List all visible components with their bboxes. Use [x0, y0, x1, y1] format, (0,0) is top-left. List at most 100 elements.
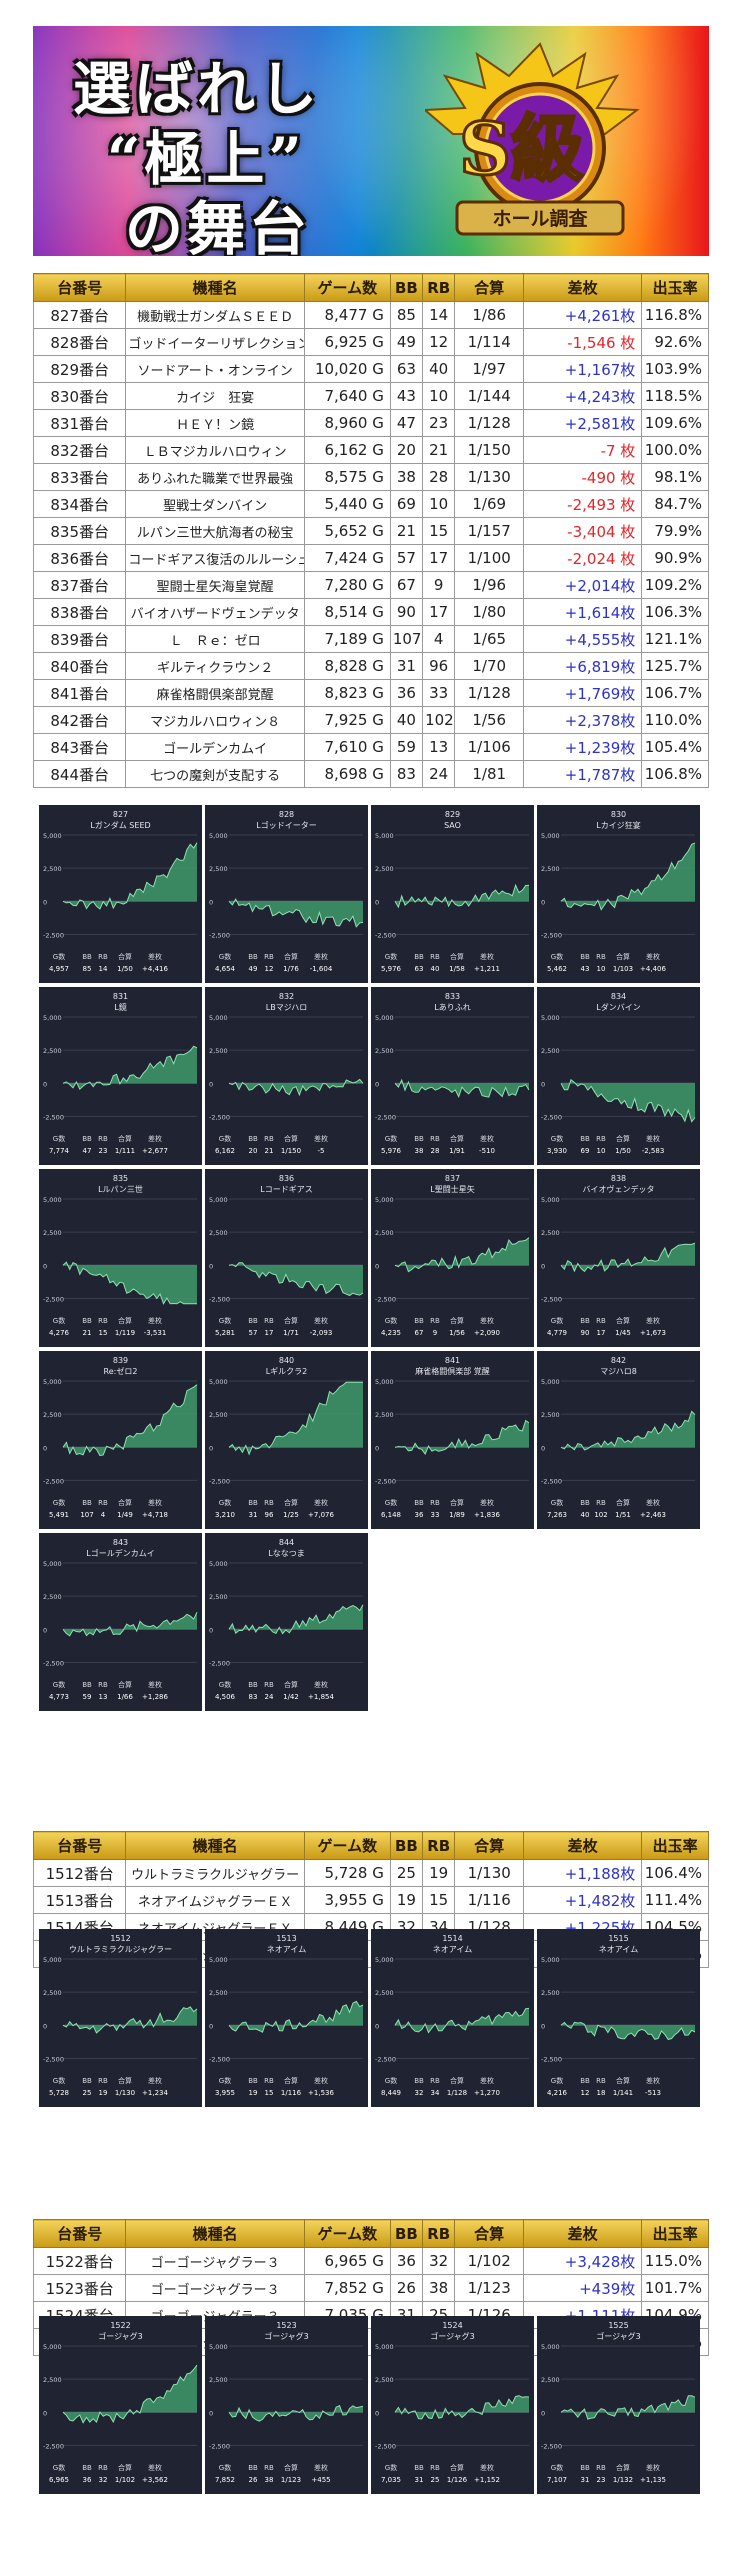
graph-machine-number: 835 [113, 1174, 128, 1183]
stat-value-rb: 17 [265, 1329, 274, 1337]
stat-value-bb: 69 [581, 1147, 590, 1155]
stat-value-g: 4,957 [49, 965, 69, 973]
stat-value-rb: 18 [597, 2089, 606, 2097]
column-header: BB [389, 273, 424, 302]
stat-header: RB [596, 2077, 606, 2085]
table-row: 844番台 七つの魔剣が支配する 8,698 G 83 24 1/81 +1,787枚 106… [32, 760, 709, 788]
stat-header: G数 [53, 952, 65, 961]
combined-odds: 1/116 [454, 1886, 525, 1914]
stat-value-bb: 38 [415, 1147, 424, 1155]
stat-header: 合算 [284, 952, 298, 961]
stat-header: G数 [551, 1134, 563, 1143]
payout-rate: 84.7% [641, 490, 709, 518]
slump-area [63, 842, 197, 909]
stat-value-bb: 63 [415, 965, 424, 973]
stat-value-g: 5,976 [381, 1147, 402, 1155]
slump-graph-card: 1514 ネオアイム 5,000 2,500 0 -2,500 G数 BB RB 合算 差枚 8,44… [371, 1929, 534, 2107]
stat-header: BB [82, 1681, 92, 1689]
slump-line [228, 1604, 364, 1635]
stat-value-diff: +1,836 [474, 1511, 500, 1519]
machine-name: 機動戦士ガンダムＳＥＥＤ [125, 301, 305, 329]
banner-title-line2: “極上” [107, 125, 306, 193]
table-row: 835番台 ルパン三世大航海者の秘宝 5,652 G 21 15 1/157 -3,404 … [32, 517, 709, 545]
stat-header: 合算 [616, 952, 630, 961]
bb-count: 25 [389, 1859, 424, 1887]
payout-rate: 105.4% [641, 733, 709, 761]
y-tick-label: 0 [209, 1626, 213, 1634]
stat-value-bb: 36 [415, 1511, 424, 1519]
column-header: RB [422, 1831, 456, 1860]
stat-header: 合算 [118, 1498, 132, 1507]
game-count: 7,925 G [303, 706, 391, 734]
stat-header: G数 [385, 952, 397, 961]
stat-header: 差枚 [480, 1316, 494, 1325]
stat-header: 合算 [616, 1134, 630, 1143]
stat-header: BB [580, 1499, 590, 1507]
stat-header: 差枚 [480, 2076, 494, 2085]
machine-name: 聖戦士ダンバイン [125, 490, 305, 518]
machine-number: 1522番台 [32, 2247, 127, 2275]
y-tick-label: 5,000 [541, 1956, 560, 1964]
machine-number: 1513番台 [32, 1886, 127, 1914]
graph-machine-name: SAO [444, 821, 461, 830]
game-count: 8,575 G [303, 463, 391, 491]
y-tick-label: 2,500 [209, 1989, 228, 1997]
stat-header: 合算 [118, 2076, 132, 2085]
y-tick-label: -2,500 [209, 1113, 230, 1121]
stat-value-rb: 17 [597, 1329, 606, 1337]
slump-area [63, 1262, 197, 1304]
stat-header: 差枚 [480, 952, 494, 961]
coin-diff: +1,239枚 [523, 733, 643, 761]
rb-count: 28 [422, 463, 456, 491]
game-count: 8,823 G [303, 679, 391, 707]
y-tick-label: 5,000 [43, 1560, 62, 1568]
table-row: 827番台 機動戦士ガンダムＳＥＥＤ 8,477 G 85 14 1/86 +4,261枚 1… [32, 301, 709, 329]
y-tick-label: 2,500 [43, 865, 62, 873]
stat-header: BB [82, 1135, 92, 1143]
y-tick-label: -2,500 [375, 931, 396, 939]
machine-name: Ｌ Ｒｅ：ゼロ [125, 625, 305, 653]
stat-value-g: 7,852 [215, 2476, 235, 2484]
stat-header: RB [98, 1681, 108, 1689]
stat-value-rb: 14 [99, 965, 108, 973]
slump-graph-card: 834 Lダンバイン 5,000 2,500 0 -2,500 G数 BB RB 合算 差枚 3,93… [537, 987, 700, 1165]
stat-value-bb: 19 [249, 2089, 258, 2097]
machine-number: 833番台 [32, 463, 127, 491]
slump-graph-card: 844 Lななつま 5,000 2,500 0 -2,500 G数 BB RB 合算 差枚 4,506… [205, 1533, 368, 1711]
y-tick-label: -2,500 [541, 1113, 562, 1121]
slump-area [561, 842, 695, 910]
stat-value-diff: -1,604 [310, 965, 333, 973]
stat-value-bb: 43 [581, 965, 590, 973]
stat-value-gs: 1/123 [281, 2476, 301, 2484]
stat-value-bb: 47 [83, 1147, 92, 1155]
bb-count: 43 [389, 382, 424, 410]
y-tick-label: 5,000 [541, 832, 560, 840]
machine-name: ＨＥＹ！ン鏡 [125, 409, 305, 437]
stat-value-diff: +1,286 [142, 1693, 168, 1701]
payout-rate: 90.9% [641, 544, 709, 572]
y-tick-label: -2,500 [209, 1295, 230, 1303]
combined-odds: 1/123 [454, 2274, 525, 2302]
stat-header: RB [98, 2464, 108, 2472]
stat-value-diff: +3,562 [142, 2476, 168, 2484]
stat-value-g: 7,774 [49, 1147, 70, 1155]
stat-value-bb: 90 [581, 1329, 590, 1337]
y-tick-label: -2,500 [43, 1295, 64, 1303]
stat-header: G数 [385, 1316, 397, 1325]
bb-count: 107 [389, 625, 424, 653]
slump-area [229, 1604, 363, 1634]
slump-graph-card: 835 Lルパン三世 5,000 2,500 0 -2,500 G数 BB RB 合算 差枚 4,27… [39, 1169, 202, 1347]
game-count: 8,960 G [303, 409, 391, 437]
column-header: ゲーム数 [303, 273, 391, 302]
bb-count: 36 [389, 679, 424, 707]
table-row: 1523番台 ゴーゴージャグラー３ 7,852 G 26 38 1/123 +439枚 101… [32, 2274, 709, 2302]
slump-graph-card: 1513 ネオアイム 5,000 2,500 0 -2,500 G数 BB RB 合算 差枚 3,95… [205, 1929, 368, 2107]
graph-machine-name: Re:ゼロ2 [104, 1366, 138, 1376]
y-tick-label: 0 [209, 1080, 213, 1088]
stat-header: RB [596, 1317, 606, 1325]
y-tick-label: 2,500 [209, 865, 228, 873]
y-tick-label: 2,500 [209, 2376, 228, 2384]
slump-line [228, 898, 364, 928]
slump-line [560, 2395, 696, 2420]
combined-odds: 1/114 [454, 328, 525, 356]
